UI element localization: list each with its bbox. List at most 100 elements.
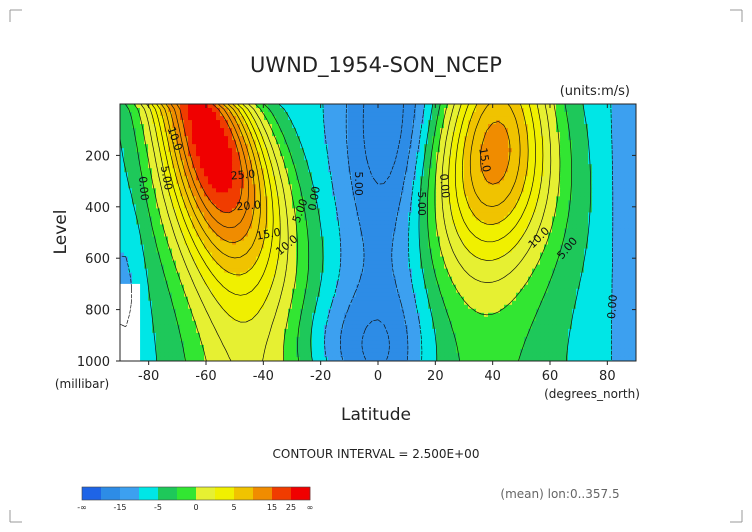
- field-cell: [616, 248, 621, 254]
- field-cell: [356, 128, 361, 133]
- field-cell: [428, 176, 433, 181]
- field-cell: [296, 144, 301, 149]
- field-cell: [356, 248, 361, 254]
- field-cell: [524, 200, 529, 205]
- field-cell: [188, 116, 193, 121]
- field-cell: [240, 192, 245, 197]
- field-cell: [296, 252, 301, 258]
- field-cell: [204, 156, 209, 161]
- field-cell: [352, 128, 357, 133]
- field-cell: [416, 144, 421, 149]
- field-cell: [320, 148, 325, 153]
- field-cell: [512, 148, 517, 153]
- field-cell: [512, 172, 517, 177]
- field-cell: [332, 160, 337, 165]
- field-cell: [408, 132, 413, 137]
- field-cell: [284, 144, 289, 149]
- field-cell: [296, 212, 301, 218]
- field-cell: [516, 196, 521, 201]
- field-cell: [224, 232, 229, 238]
- field-cell: [160, 128, 165, 133]
- field-cell: [500, 152, 505, 157]
- field-cell: [432, 236, 437, 242]
- field-cell: [324, 184, 329, 189]
- field-cell: [580, 160, 585, 165]
- field-cell: [572, 120, 577, 125]
- field-cell: [436, 252, 441, 258]
- field-cell: [512, 132, 517, 137]
- field-cell: [496, 208, 501, 214]
- field-cell: [512, 224, 517, 230]
- field-cell: [564, 112, 569, 117]
- field-cell: [544, 156, 549, 161]
- field-cell: [292, 168, 297, 173]
- field-cell: [456, 208, 461, 214]
- field-cell: [468, 148, 473, 153]
- field-cell: [248, 252, 253, 258]
- field-cell: [480, 180, 485, 185]
- field-cell: [396, 152, 401, 157]
- field-cell: [424, 228, 429, 234]
- field-cell: [388, 120, 393, 125]
- field-cell: [416, 188, 421, 193]
- field-cell: [492, 144, 497, 149]
- field-cell: [576, 168, 581, 173]
- field-cell: [324, 220, 329, 226]
- field-cell: [240, 168, 245, 173]
- field-cell: [560, 160, 565, 165]
- field-cell: [136, 176, 141, 181]
- field-cell: [332, 216, 337, 222]
- field-cell: [232, 192, 237, 197]
- field-cell: [260, 204, 265, 210]
- field-cell: [124, 196, 129, 201]
- field-cell: [456, 228, 461, 234]
- field-cell: [392, 224, 397, 230]
- field-cell: [476, 220, 481, 226]
- field-cell: [316, 192, 321, 197]
- field-cell: [496, 188, 501, 193]
- field-cell: [480, 248, 485, 254]
- field-cell: [476, 140, 481, 145]
- field-cell: [624, 144, 629, 149]
- field-cell: [276, 116, 281, 121]
- field-cell: [484, 176, 489, 181]
- field-cell: [260, 156, 265, 161]
- field-cell: [596, 188, 601, 193]
- field-cell: [428, 240, 433, 246]
- field-cell: [120, 216, 125, 222]
- field-cell: [352, 192, 357, 197]
- field-cell: [532, 200, 537, 205]
- field-cell: [628, 152, 633, 157]
- field-cell: [328, 160, 333, 165]
- field-cell: [348, 200, 353, 205]
- field-cell: [296, 192, 301, 197]
- field-cell: [536, 156, 541, 161]
- field-cell: [160, 196, 165, 201]
- field-cell: [504, 124, 509, 129]
- field-cell: [396, 184, 401, 189]
- field-cell: [508, 204, 513, 210]
- field-cell: [608, 108, 613, 113]
- field-cell: [128, 104, 133, 109]
- field-cell: [464, 164, 469, 169]
- field-cell: [592, 216, 597, 222]
- field-cell: [472, 104, 477, 109]
- field-cell: [176, 180, 181, 185]
- field-cell: [316, 236, 321, 242]
- field-cell: [360, 252, 365, 258]
- field-cell: [568, 128, 573, 133]
- field-cell: [444, 196, 449, 201]
- field-cell: [248, 220, 253, 226]
- field-cell: [524, 136, 529, 141]
- field-cell: [148, 152, 153, 157]
- field-cell: [296, 116, 301, 121]
- field-cell: [532, 248, 537, 254]
- field-cell: [156, 108, 161, 113]
- field-cell: [364, 104, 369, 109]
- field-cell: [516, 152, 521, 157]
- field-cell: [328, 192, 333, 197]
- field-cell: [356, 132, 361, 137]
- field-cell: [480, 252, 485, 258]
- field-cell: [400, 188, 405, 193]
- field-cell: [520, 160, 525, 165]
